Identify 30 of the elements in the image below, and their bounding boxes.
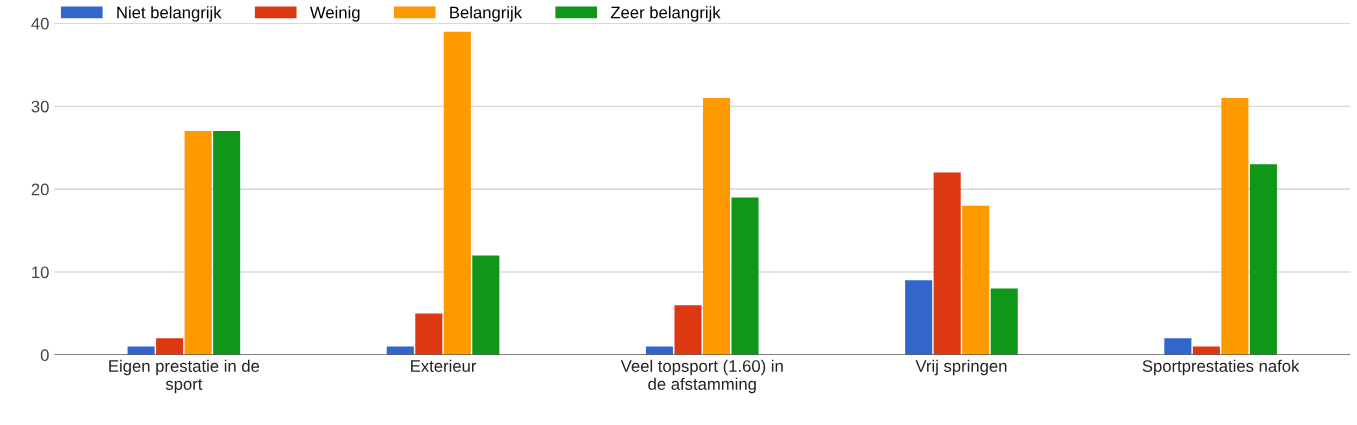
bar [1164, 338, 1192, 355]
y-tick-label: 0 [40, 349, 49, 362]
bar [1249, 164, 1277, 355]
legend-label: Weinig [309, 6, 360, 22]
bar [213, 131, 241, 355]
legend-label: Niet belangrijk [117, 6, 222, 22]
bar [905, 280, 933, 355]
bar [933, 172, 961, 355]
bar [674, 305, 702, 355]
bar [415, 313, 443, 355]
bar [443, 31, 471, 355]
bar [156, 338, 184, 355]
bar [990, 288, 1018, 355]
legend-label: Belangrijk [450, 6, 523, 22]
x-tick-label: Eigen prestatie in de sport [109, 359, 260, 394]
x-tick-label: Exterieur [411, 359, 477, 372]
y-tick-label: 10 [32, 266, 49, 279]
x-tick-label: Veel topsport (1.60) in de afstamming [620, 359, 783, 394]
bar [472, 255, 500, 355]
y-tick-label: 20 [31, 183, 49, 196]
y-tick-label: 40 [31, 17, 49, 30]
legend-label: Zeer belangrijk [610, 6, 721, 22]
y-tick-label: 30 [31, 100, 49, 113]
bar [962, 205, 990, 355]
bar [1221, 97, 1249, 355]
bar [731, 197, 759, 355]
x-tick-label: Vrij springen [915, 359, 1007, 376]
bar [184, 131, 212, 355]
x-tick-label: Sportprestaties nafok [1142, 359, 1300, 376]
bar [702, 97, 731, 355]
